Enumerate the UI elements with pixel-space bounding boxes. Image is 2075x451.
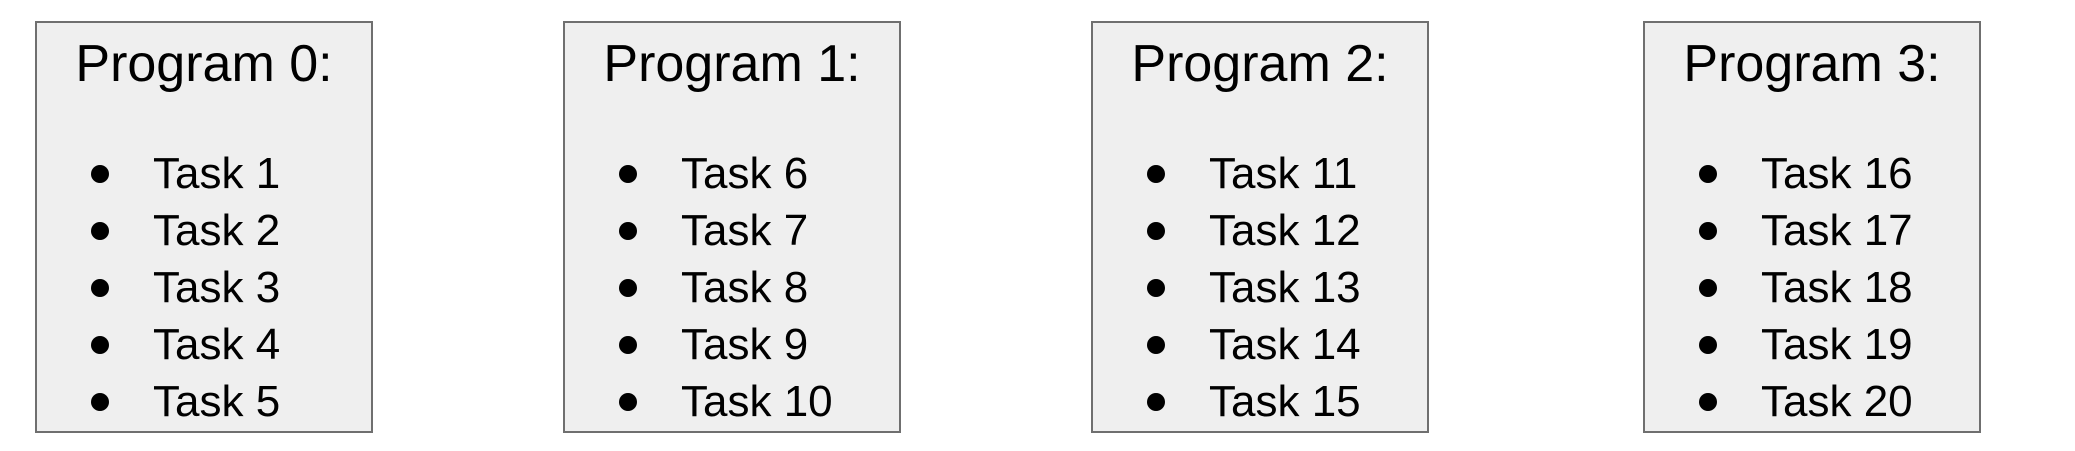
bullet-icon [91,392,109,411]
program-1-box: Program 1: Task 6 Task 7 Task 8 Task 9 T… [563,21,901,433]
program-0-box: Program 0: Task 1 Task 2 Task 3 Task 4 T… [35,21,373,433]
bullet-icon [1699,278,1717,297]
program-1-task-list: Task 6 Task 7 Task 8 Task 9 Task 10 [619,145,833,430]
list-item: Task 17 [1699,202,1913,259]
task-label: Task 1 [153,148,281,198]
bullet-icon [1147,392,1165,411]
task-label: Task 5 [153,376,281,426]
task-label: Task 12 [1209,205,1361,255]
task-label: Task 20 [1761,376,1913,426]
list-item: Task 10 [619,373,833,430]
program-3-title: Program 3: [1683,35,1941,93]
list-item: Task 5 [91,373,280,430]
task-label: Task 7 [681,205,809,255]
list-item: Task 11 [1147,145,1361,202]
list-item: Task 14 [1147,316,1361,373]
task-label: Task 11 [1209,148,1358,198]
bullet-icon [619,335,637,354]
task-label: Task 16 [1761,148,1913,198]
task-label: Task 18 [1761,262,1913,312]
bullet-icon [619,392,637,411]
bullet-icon [91,335,109,354]
list-item: Task 15 [1147,373,1361,430]
task-label: Task 6 [681,148,809,198]
list-item: Task 3 [91,259,280,316]
program-0-task-list: Task 1 Task 2 Task 3 Task 4 Task 5 [91,145,280,430]
bullet-icon [1147,221,1165,240]
bullet-icon [1699,392,1717,411]
program-2-box: Program 2: Task 11 Task 12 Task 13 Task … [1091,21,1429,433]
list-item: Task 12 [1147,202,1361,259]
list-item: Task 9 [619,316,833,373]
list-item: Task 2 [91,202,280,259]
bullet-icon [91,221,109,240]
bullet-icon [1699,221,1717,240]
list-item: Task 18 [1699,259,1913,316]
program-0-title: Program 0: [75,35,333,93]
list-item: Task 1 [91,145,280,202]
task-label: Task 15 [1209,376,1361,426]
bullet-icon [1147,335,1165,354]
program-3-task-list: Task 16 Task 17 Task 18 Task 19 Task 20 [1699,145,1913,430]
list-item: Task 6 [619,145,833,202]
task-label: Task 4 [153,319,281,369]
bullet-icon [619,221,637,240]
program-2-title: Program 2: [1131,35,1389,93]
bullet-icon [91,164,109,183]
task-label: Task 3 [153,262,281,312]
list-item: Task 4 [91,316,280,373]
task-label: Task 2 [153,205,281,255]
task-label: Task 10 [681,376,833,426]
program-3-box: Program 3: Task 16 Task 17 Task 18 Task … [1643,21,1981,433]
list-item: Task 7 [619,202,833,259]
bullet-icon [619,278,637,297]
bullet-icon [1699,335,1717,354]
list-item: Task 8 [619,259,833,316]
task-label: Task 14 [1209,319,1361,369]
bullet-icon [91,278,109,297]
bullet-icon [1147,164,1165,183]
list-item: Task 13 [1147,259,1361,316]
task-label: Task 13 [1209,262,1361,312]
list-item: Task 16 [1699,145,1913,202]
bullet-icon [1699,164,1717,183]
task-label: Task 9 [681,319,809,369]
task-label: Task 8 [681,262,809,312]
list-item: Task 19 [1699,316,1913,373]
task-label: Task 19 [1761,319,1913,369]
task-label: Task 17 [1761,205,1913,255]
bullet-icon [1147,278,1165,297]
bullet-icon [619,164,637,183]
program-1-title: Program 1: [603,35,861,93]
list-item: Task 20 [1699,373,1913,430]
program-2-task-list: Task 11 Task 12 Task 13 Task 14 Task 15 [1147,145,1361,430]
